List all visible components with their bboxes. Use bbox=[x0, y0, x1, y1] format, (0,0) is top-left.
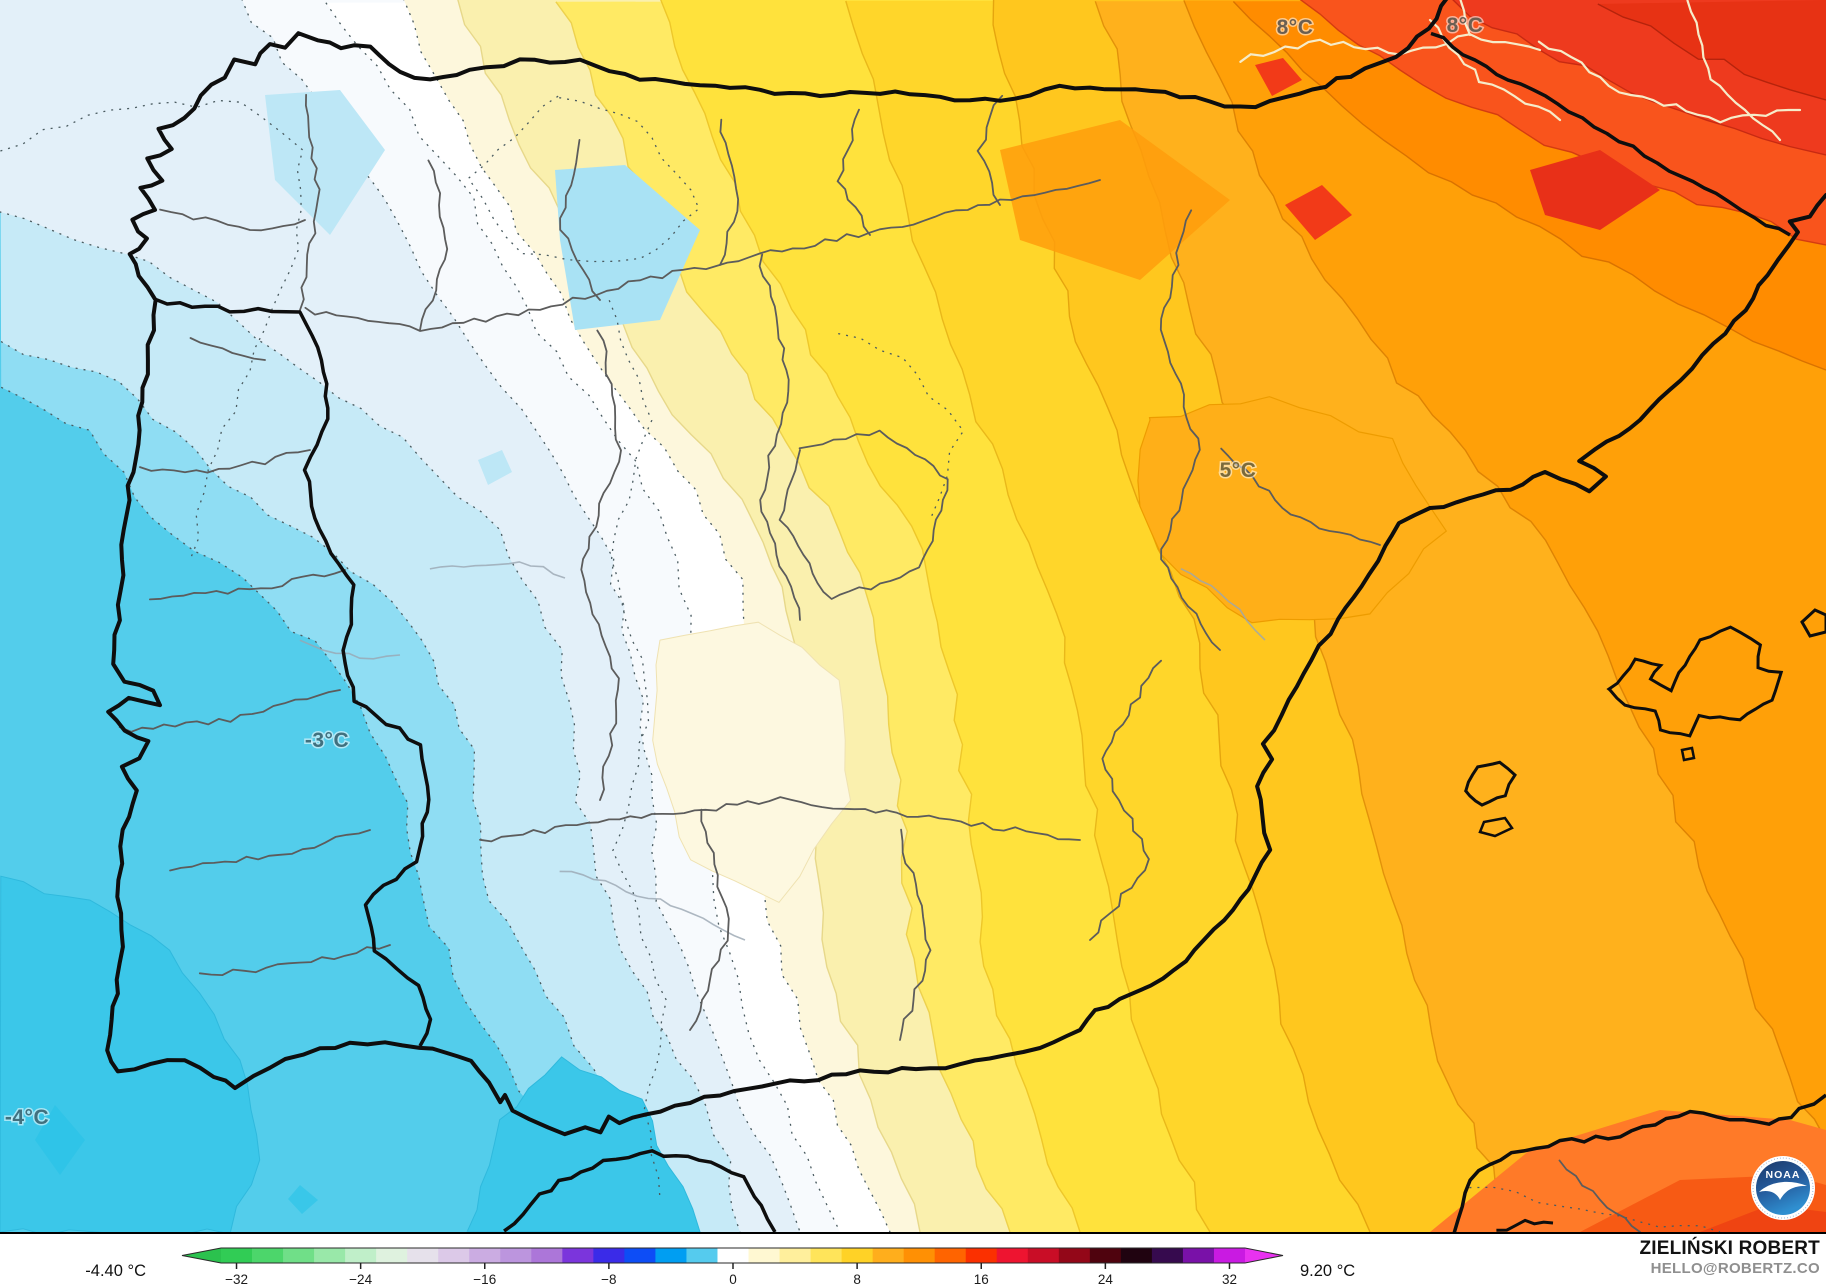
colorbar-tick-label: −32 bbox=[225, 1272, 248, 1287]
map-temp-label: -4°C bbox=[5, 1106, 49, 1129]
credit-contact: HELLO@ROBERTZ.CO bbox=[1650, 1259, 1820, 1277]
legend-footer: −32 −24 −16 −8 0 8 16 24 32 -4.40 °C 9.20 °C ZIE… bbox=[0, 1232, 1826, 1287]
map-temp-label: -3°C bbox=[305, 729, 349, 752]
credit-author: ZIELIŃSKI ROBERT bbox=[1639, 1238, 1820, 1259]
legend-max-label: 9.20 °C bbox=[1300, 1262, 1356, 1280]
colorbar-tick-label: 32 bbox=[1222, 1272, 1237, 1287]
noaa-logo: NOAA bbox=[1750, 1155, 1816, 1221]
map-temp-label: 8°C bbox=[1277, 16, 1314, 39]
legend-min-label: -4.40 °C bbox=[85, 1262, 146, 1280]
colorbar-tick-label: −8 bbox=[601, 1272, 616, 1287]
colorbar-tick-label: 24 bbox=[1098, 1272, 1114, 1287]
temperature-map: 8°C 8°C 5°C -3°C -4°C bbox=[0, 0, 1826, 1232]
noaa-bird-icon bbox=[1759, 1181, 1807, 1200]
colorbar-tick-label: 8 bbox=[853, 1272, 861, 1287]
colorbar-tick-label: 0 bbox=[729, 1272, 737, 1287]
colorbar-tick-label: −24 bbox=[349, 1272, 372, 1287]
map-temp-label: 8°C bbox=[1447, 14, 1484, 37]
colorbar-tick-label: 16 bbox=[974, 1272, 989, 1287]
colorbar-tick-label: −16 bbox=[473, 1272, 496, 1287]
noaa-logo-text: NOAA bbox=[1766, 1169, 1801, 1181]
credits-block: ZIELIŃSKI ROBERT HELLO@ROBERTZ.CO bbox=[1639, 1238, 1820, 1277]
map-temp-label: 5°C bbox=[1220, 459, 1257, 482]
colorbar: −32 −24 −16 −8 0 8 16 24 32 bbox=[181, 1247, 1284, 1287]
